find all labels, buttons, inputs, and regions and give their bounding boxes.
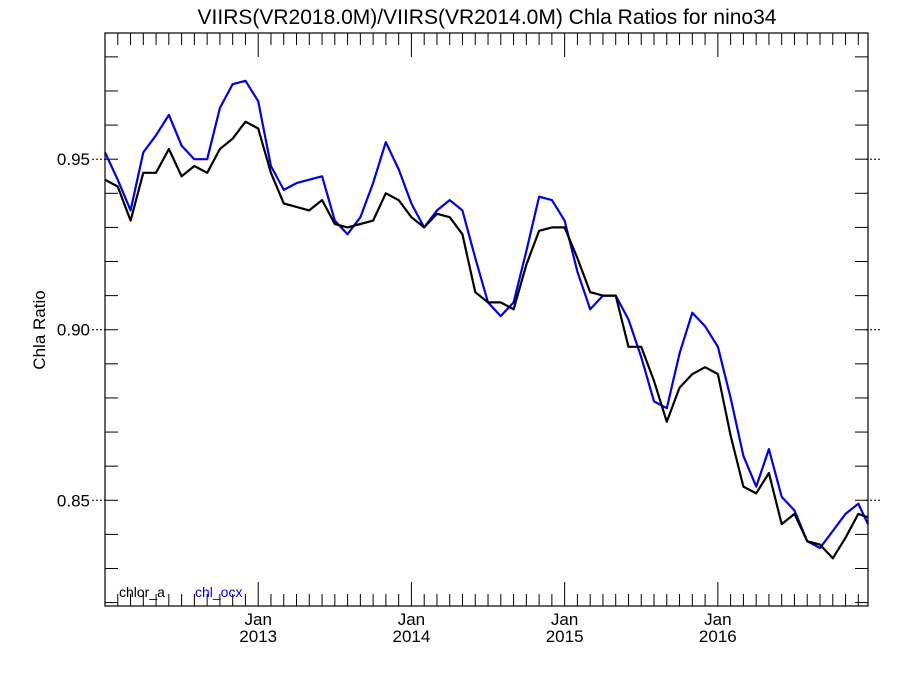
legend-entry-chl-ocx: chl_ocx — [195, 584, 242, 600]
series-line-chlor-a — [104, 120, 869, 560]
y-tick-label: 0.85 — [57, 491, 90, 510]
x-tick-label-year: 2013 — [239, 627, 277, 646]
x-tick-label-year: 2015 — [546, 627, 584, 646]
legend-entry-chlor-a: chlor_a — [119, 584, 165, 600]
legend: chlor_a chl_ocx — [119, 584, 242, 600]
series-layer — [104, 79, 869, 560]
x-tick-label-month: Jan — [398, 610, 425, 629]
plot-frame — [104, 32, 869, 607]
x-tick-label-year: 2016 — [699, 627, 737, 646]
x-tick-label-year: 2014 — [393, 627, 431, 646]
x-tick-label-month: Jan — [551, 610, 578, 629]
y-tick-label: 0.95 — [57, 150, 90, 169]
y-axis-label: Chla Ratio — [30, 290, 49, 369]
chart-title: VIIRS(VR2018.0M)/VIIRS(VR2014.0M) Chla R… — [198, 6, 777, 29]
x-tick-label-month: Jan — [704, 610, 731, 629]
x-tick-label-month: Jan — [245, 610, 272, 629]
y-tick-label: 0.90 — [57, 321, 90, 340]
